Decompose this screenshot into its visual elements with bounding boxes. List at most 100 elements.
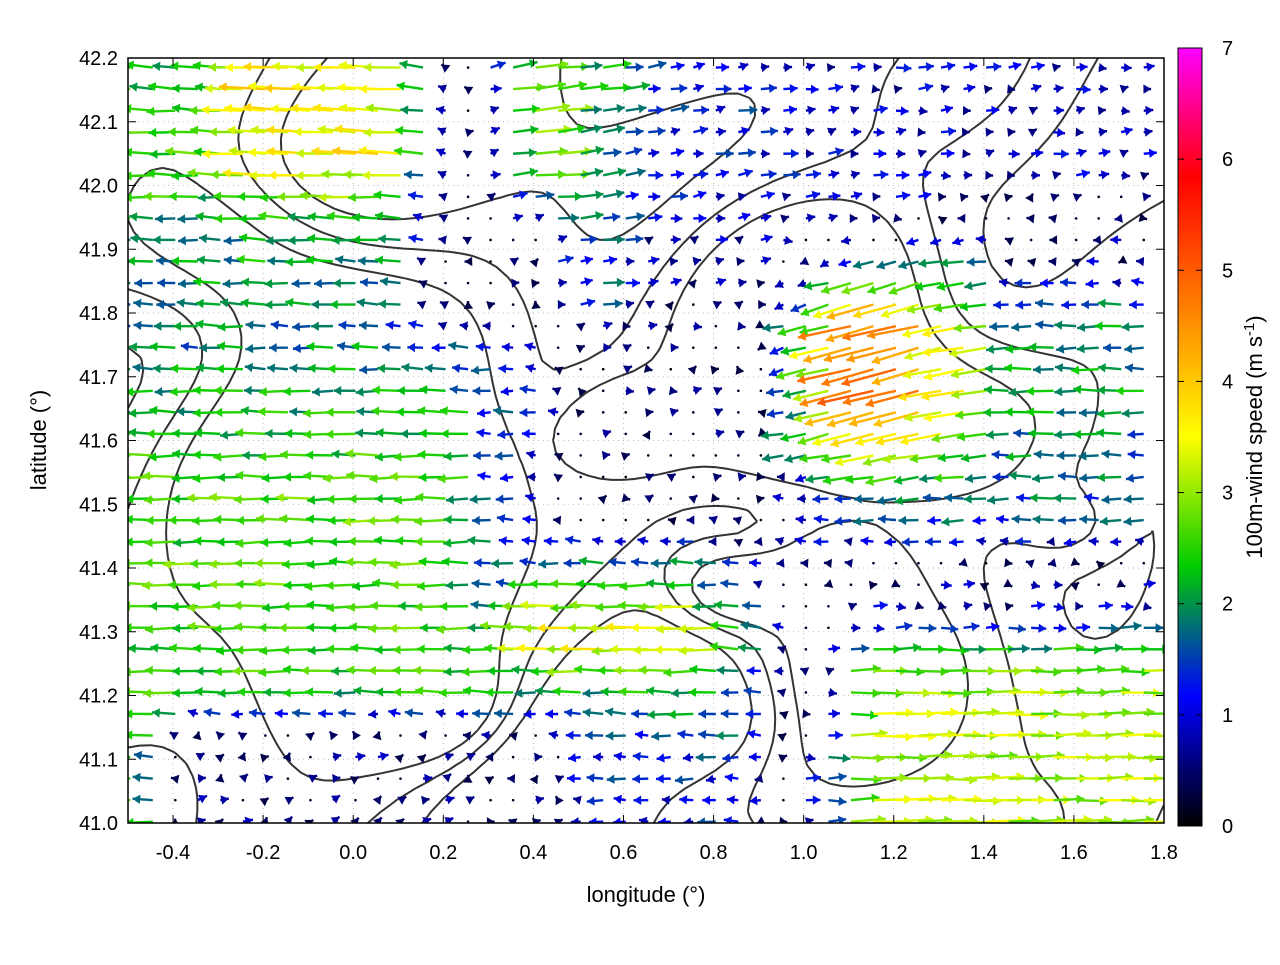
wind-arrow: [806, 191, 820, 200]
wind-arrow-head: [694, 322, 702, 331]
wind-arrow-head: [147, 429, 155, 438]
wind-arrow-dot: [557, 346, 560, 349]
wind-arrow: [552, 387, 561, 396]
wind-arrow: [467, 66, 470, 69]
wind-arrow: [626, 127, 644, 136]
wind-arrow: [438, 85, 447, 94]
wind-arrow-head: [789, 105, 797, 114]
wind-arrow-head: [827, 419, 836, 428]
wind-arrow-head: [220, 430, 228, 439]
wind-arrow: [436, 709, 446, 718]
wind-arrow: [1057, 408, 1077, 417]
wind-arrow: [839, 258, 851, 267]
wind-arrow-dot: [1075, 239, 1078, 242]
wind-arrow-head: [393, 687, 401, 696]
wind-arrow-head: [464, 151, 473, 159]
wind-arrow-head: [1032, 474, 1040, 483]
wind-arrow-head: [244, 386, 252, 395]
wind-arrow-head: [646, 686, 654, 695]
wind-arrow-head: [1124, 494, 1132, 503]
wind-arrow: [436, 625, 468, 634]
wind-arrow-head: [187, 493, 195, 502]
wind-arrow-head: [545, 709, 553, 718]
wind-arrow: [326, 581, 356, 590]
wind-arrow: [121, 128, 153, 137]
wind-arrow-head: [985, 364, 993, 373]
wind-arrow: [713, 473, 722, 482]
wind-arrow: [1144, 732, 1180, 741]
wind-arrow: [513, 168, 538, 177]
wind-arrow: [1121, 106, 1130, 115]
wind-arrow: [941, 105, 953, 114]
wind-arrow: [802, 709, 810, 718]
wind-arrow: [558, 235, 567, 244]
wind-arrow: [557, 497, 560, 500]
wind-arrow: [487, 817, 495, 826]
wind-arrow-head: [267, 147, 275, 156]
wind-arrow-head: [1124, 344, 1132, 353]
wind-arrow: [1012, 515, 1031, 524]
wind-arrow-head: [523, 624, 531, 633]
wind-arrow-head: [214, 452, 222, 461]
wind-arrow-head: [613, 148, 621, 157]
wind-arrow-head: [122, 687, 130, 696]
wind-arrow-head: [660, 537, 668, 546]
wind-arrow: [960, 193, 968, 202]
wind-arrow-head: [969, 62, 977, 71]
wind-arrow-head: [652, 192, 660, 201]
wind-arrow-head: [1156, 623, 1164, 632]
wind-arrow-head: [353, 731, 361, 740]
wind-arrow: [233, 601, 265, 610]
wind-arrow-head: [436, 625, 444, 634]
x-tick-label: 1.0: [790, 842, 818, 864]
wind-arrow: [964, 494, 986, 503]
wind-arrow-head: [1133, 622, 1141, 631]
wind-arrow-head: [283, 472, 291, 481]
colorbar-tick-label: 0: [1222, 816, 1233, 838]
wind-arrow-head: [234, 495, 242, 504]
wind-arrow-head: [439, 215, 448, 223]
wind-arrow: [128, 644, 153, 653]
wind-arrow-dot: [760, 389, 763, 392]
wind-arrow: [1009, 149, 1020, 158]
wind-arrow-head: [195, 83, 203, 92]
wind-arrow: [534, 753, 542, 762]
wind-arrow: [941, 517, 963, 526]
wind-arrow: [581, 211, 604, 220]
wind-arrow-head: [553, 387, 562, 396]
wind-arrow-head: [391, 515, 399, 524]
wind-arrow-head: [474, 558, 482, 567]
wind-arrow-head: [584, 277, 593, 286]
wind-arrow-head: [1081, 169, 1090, 178]
wind-arrow: [474, 558, 491, 567]
wind-arrow-head: [350, 643, 358, 652]
wind-arrow-head: [272, 62, 280, 71]
wind-arrow: [284, 817, 293, 826]
wind-arrow: [1011, 322, 1031, 331]
wind-arrow-head: [462, 645, 470, 654]
wind-arrow-head: [360, 278, 368, 287]
wind-arrow: [359, 84, 400, 93]
wind-arrow-head: [579, 557, 587, 566]
wind-arrow-head: [1030, 493, 1038, 502]
wind-arrow: [985, 217, 988, 220]
wind-arrow-head: [224, 256, 232, 265]
wind-arrow: [1097, 583, 1100, 586]
wind-arrow: [523, 515, 536, 524]
wind-arrow: [1097, 473, 1121, 482]
wind-arrow-head: [534, 753, 542, 762]
wind-arrow: [806, 753, 816, 762]
wind-arrow-head: [679, 795, 687, 804]
wind-arrow-head: [544, 537, 552, 546]
wind-arrow-head: [698, 709, 706, 718]
wind-arrow-head: [747, 666, 755, 675]
wind-arrow-head: [1076, 128, 1084, 137]
wind-arrow-head: [1058, 516, 1066, 525]
wind-arrow: [820, 259, 829, 267]
wind-arrow-head: [721, 688, 729, 697]
wind-arrow: [1031, 601, 1045, 610]
wind-arrow-head: [850, 214, 858, 223]
wind-arrow: [1058, 472, 1076, 481]
wind-arrow: [173, 538, 198, 547]
wind-arrow-head: [631, 623, 639, 632]
